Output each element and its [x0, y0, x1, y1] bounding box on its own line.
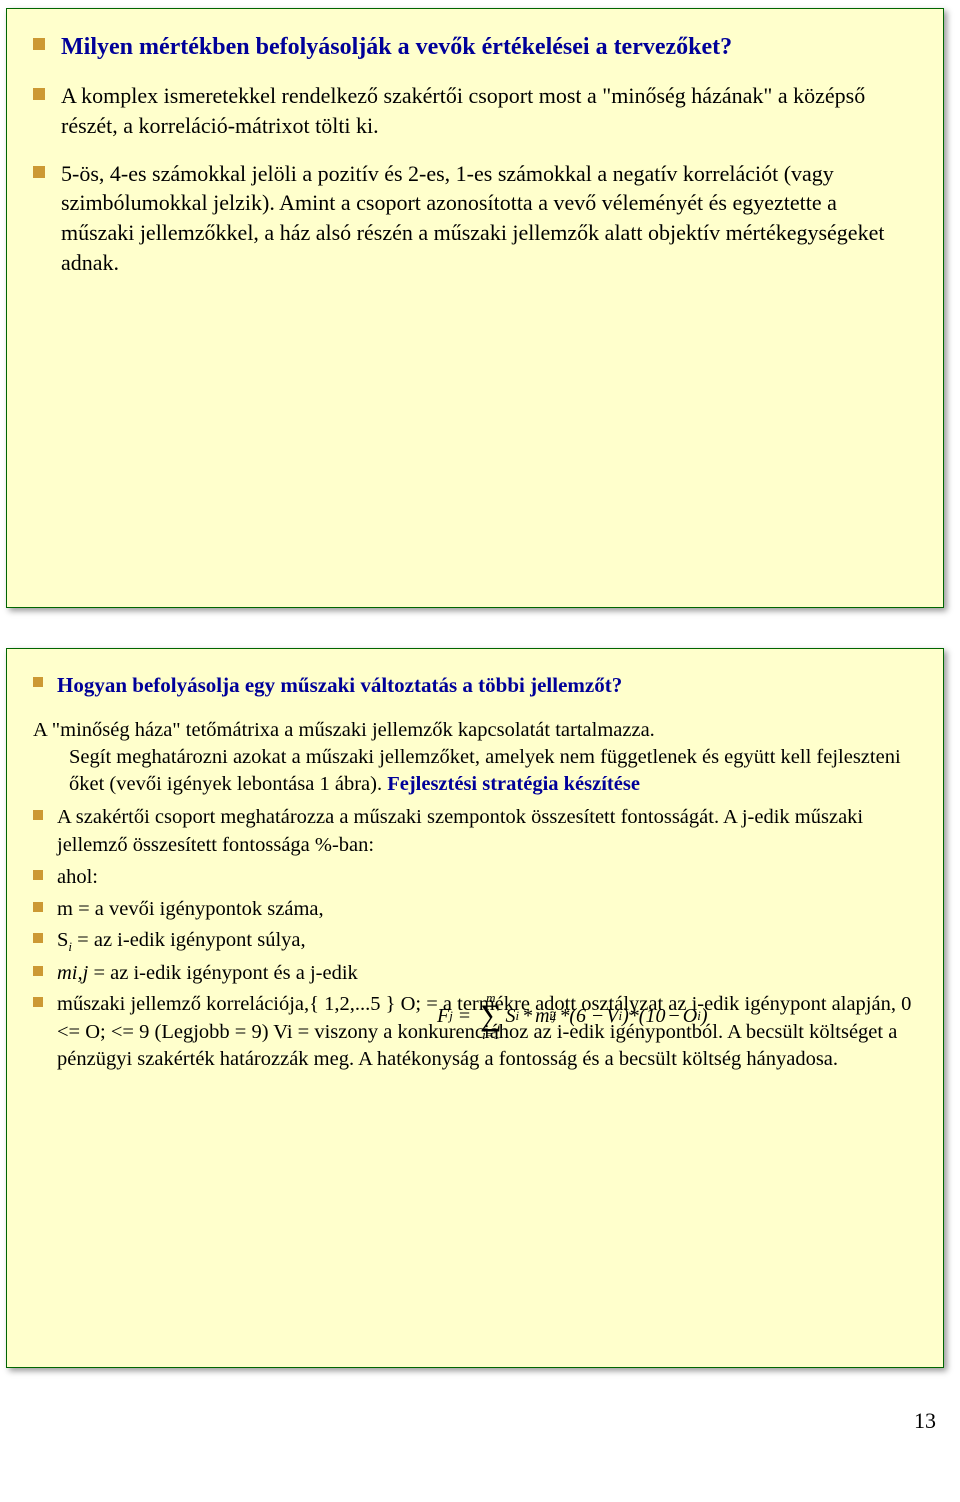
slide1-para1-row: A komplex ismeretekkel rendelkező szakér…	[33, 81, 913, 140]
slide2-heading-row: Hogyan befolyásolja egy műszaki változta…	[33, 671, 913, 699]
slide-2: Hogyan befolyásolja egy műszaki változta…	[6, 648, 944, 1368]
f-sum-bot: i=1	[482, 1028, 499, 1041]
f-open: *(6	[559, 1005, 586, 1028]
sigma-symbol: ∑	[480, 1004, 501, 1028]
formula: Fj = m ∑ i=1 Si * m2ij *(6 − Vi )*(10 − …	[437, 991, 707, 1041]
slide1-heading: Milyen mértékben befolyásolják a vevők é…	[61, 31, 732, 63]
f-sum-bot-eq: =	[486, 1027, 493, 1042]
slide2-b4-row: Si = az i-edik igénypont súlya,	[33, 927, 913, 956]
slide2-b2: ahol:	[57, 864, 98, 892]
slide-1: Milyen mértékben befolyásolják a vevők é…	[6, 8, 944, 608]
slide2-b3: m = a vevői igénypontok száma,	[57, 896, 324, 924]
page-number: 13	[0, 1408, 960, 1446]
bullet-icon	[33, 810, 43, 820]
bullet-icon	[33, 88, 45, 100]
bullet-icon	[33, 677, 43, 687]
bullet-icon	[33, 870, 43, 880]
slide2-b3-row: m = a vevői igénypontok száma,	[33, 896, 913, 924]
slide1-para2-row: 5-ös, 4-es számokkal jelöli a pozitív és…	[33, 159, 913, 278]
b5-post: = az i-edik igénypont és a j-edik	[88, 962, 357, 984]
f-i1: i	[516, 1008, 520, 1024]
f-S: S	[506, 1005, 516, 1028]
bullet-icon	[33, 902, 43, 912]
b4-pre: S	[57, 929, 68, 951]
bullet-icon	[33, 166, 45, 178]
slide2-b1-row: A szakértői csoport meghatározza a műsza…	[33, 804, 913, 859]
slide2-b5: mi,j = az i-edik igénypont és a j-edik	[57, 960, 358, 988]
f-sum-bot-one: 1	[493, 1027, 500, 1042]
slide1-para1: A komplex ismeretekkel rendelkező szakér…	[61, 81, 913, 140]
f-V: V	[606, 1005, 618, 1028]
bullet-icon	[33, 933, 43, 943]
sigma-icon: m ∑ i=1	[480, 991, 501, 1041]
f-j: j	[449, 1008, 453, 1024]
slide2-heading: Hogyan befolyásolja egy műszaki változta…	[57, 671, 622, 699]
f-m: m	[535, 1005, 549, 1028]
slide2-b5-row: mi,j = az i-edik igénypont és a j-edik	[33, 960, 913, 988]
formula-main: Fj = m ∑ i=1 Si * m2ij *(6 − Vi )*(10 − …	[437, 991, 707, 1041]
f-minus1: −	[592, 1005, 603, 1028]
b5-pre: mi,j	[57, 962, 88, 984]
bullet-icon	[33, 966, 43, 976]
slide2-b4: Si = az i-edik igénypont súlya,	[57, 927, 306, 956]
f-F: F	[437, 1005, 449, 1028]
bullet-icon	[33, 38, 45, 50]
f-minus2: −	[668, 1005, 679, 1028]
f-eq: =	[459, 1005, 470, 1028]
f-ij: ij	[549, 1008, 556, 1024]
slide2-strategy: Fejlesztési stratégia készítése	[387, 773, 640, 795]
f-O: O	[683, 1005, 697, 1028]
f-close2: )	[701, 1005, 708, 1028]
slide2-b2-row: ahol:	[33, 864, 913, 892]
f-close1: )*(10	[622, 1005, 665, 1028]
f-star1: *	[522, 1005, 532, 1028]
slide2-lead-block: A "minőség háza" tetőmátrixa a műszaki j…	[33, 717, 913, 798]
bullet-icon	[33, 997, 43, 1007]
b4-post: = az i-edik igénypont súlya,	[72, 929, 306, 951]
slide2-b1: A szakértői csoport meghatározza a műsza…	[57, 804, 913, 859]
slide1-heading-row: Milyen mértékben befolyásolják a vevők é…	[33, 31, 913, 63]
slide2-lead: A "minőség háza" tetőmátrixa a műszaki j…	[33, 719, 655, 741]
slide1-para2: 5-ös, 4-es számokkal jelöli a pozitív és…	[61, 159, 913, 278]
slide2-lead-body-wrap: Segít meghatározni azokat a műszaki jell…	[33, 744, 913, 798]
